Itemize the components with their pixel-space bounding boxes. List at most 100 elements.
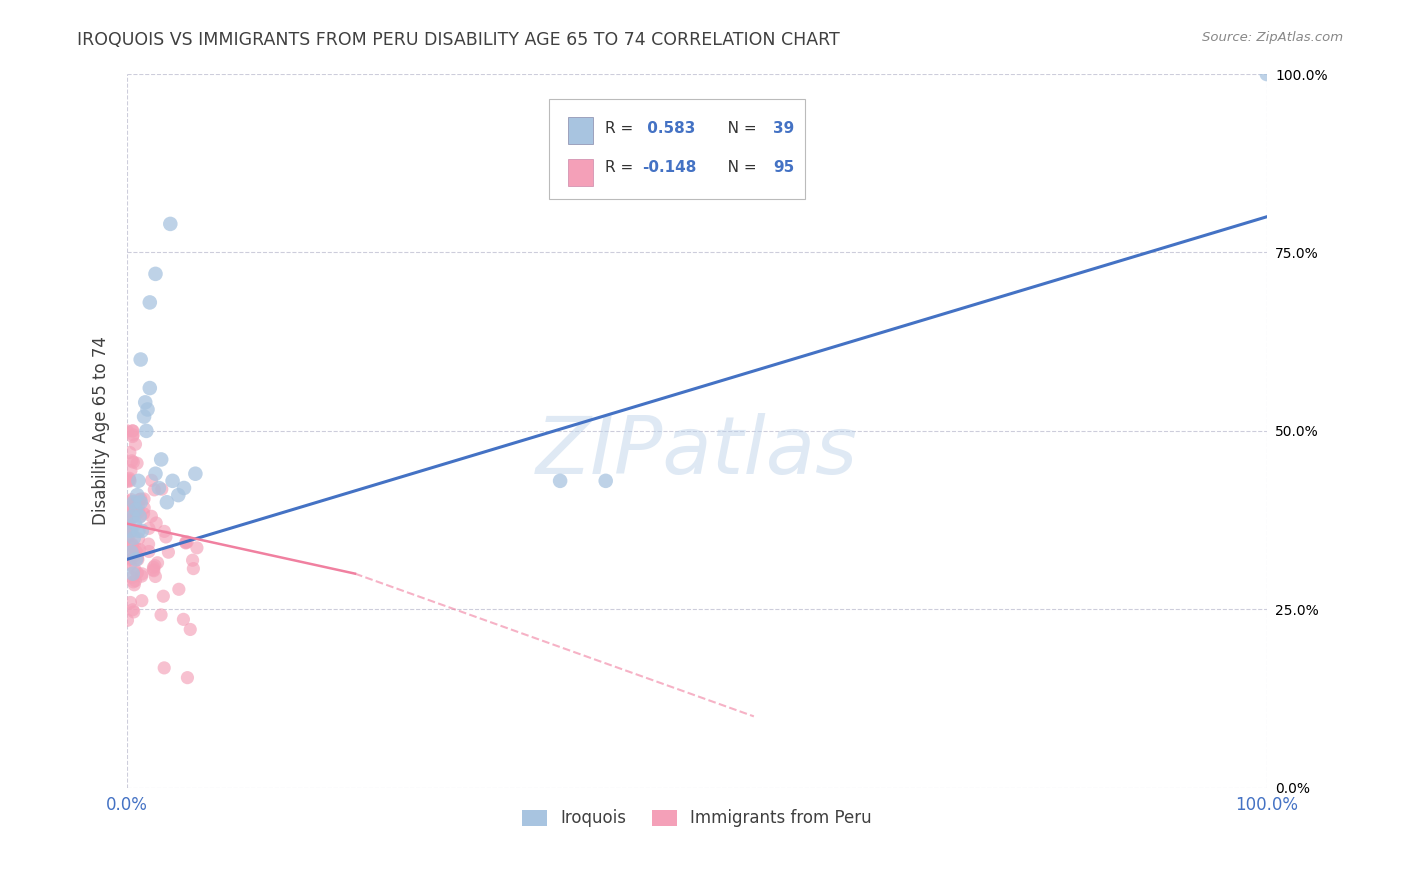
Point — [122, 531, 145, 545]
Point — [122, 428, 145, 442]
Point — [124, 501, 146, 516]
Point — [129, 352, 152, 367]
Point — [129, 495, 152, 509]
Point — [129, 491, 152, 506]
Point — [153, 524, 176, 539]
Point — [127, 499, 149, 513]
Text: N =: N = — [713, 160, 761, 175]
Point — [127, 550, 149, 565]
Point — [121, 524, 143, 538]
Point — [121, 538, 143, 552]
Point — [184, 467, 207, 481]
Point — [118, 515, 141, 529]
Point — [145, 516, 167, 530]
Point — [141, 473, 163, 487]
Point — [122, 549, 145, 564]
Point — [128, 492, 150, 507]
Text: -0.148: -0.148 — [643, 160, 696, 175]
Point — [125, 552, 148, 566]
Point — [146, 556, 169, 570]
Point — [117, 553, 139, 567]
Point — [167, 582, 190, 597]
Point — [121, 509, 143, 524]
Point — [145, 267, 167, 281]
Point — [143, 558, 166, 573]
Point — [118, 494, 141, 508]
Point — [162, 474, 184, 488]
Point — [138, 537, 160, 551]
Point — [1256, 67, 1278, 81]
Point — [148, 481, 170, 495]
Point — [121, 538, 143, 552]
Point — [124, 437, 146, 451]
Point — [135, 424, 157, 438]
Point — [117, 529, 139, 543]
Point — [136, 402, 159, 417]
Point — [122, 545, 145, 559]
Point — [122, 495, 145, 509]
Point — [131, 569, 153, 583]
Point — [120, 474, 142, 488]
Text: Source: ZipAtlas.com: Source: ZipAtlas.com — [1202, 31, 1343, 45]
FancyBboxPatch shape — [568, 117, 593, 145]
Point — [142, 564, 165, 578]
Point — [124, 562, 146, 576]
Point — [176, 535, 198, 549]
Point — [143, 483, 166, 497]
Point — [181, 553, 204, 567]
Point — [127, 524, 149, 538]
Point — [118, 473, 141, 487]
Point — [127, 488, 149, 502]
Point — [173, 481, 195, 495]
Point — [145, 569, 167, 583]
Point — [128, 532, 150, 546]
Point — [117, 613, 139, 627]
Point — [183, 561, 205, 575]
Point — [176, 671, 198, 685]
Point — [120, 492, 142, 507]
Point — [157, 545, 180, 559]
Point — [117, 424, 139, 438]
Point — [121, 603, 143, 617]
Point — [128, 542, 150, 557]
Point — [121, 429, 143, 443]
Point — [121, 570, 143, 584]
Point — [127, 552, 149, 566]
Point — [132, 491, 155, 506]
Point — [139, 295, 162, 310]
Point — [121, 454, 143, 468]
Point — [131, 593, 153, 607]
Point — [120, 524, 142, 538]
Point — [120, 558, 142, 572]
Point — [155, 530, 177, 544]
Text: 0.583: 0.583 — [643, 121, 696, 136]
Point — [142, 560, 165, 574]
Point — [122, 497, 145, 511]
Point — [120, 551, 142, 566]
Point — [150, 452, 173, 467]
Point — [132, 409, 155, 424]
Point — [124, 516, 146, 531]
Point — [122, 578, 145, 592]
Point — [152, 589, 174, 603]
Point — [179, 623, 201, 637]
Point — [595, 474, 617, 488]
Point — [120, 595, 142, 609]
Point — [117, 518, 139, 533]
Text: R =: R = — [605, 160, 638, 175]
Point — [120, 463, 142, 477]
Legend: Iroquois, Immigrants from Peru: Iroquois, Immigrants from Peru — [516, 803, 879, 834]
Point — [139, 381, 162, 395]
Text: 95: 95 — [773, 160, 794, 175]
Point — [118, 530, 141, 544]
Point — [120, 539, 142, 553]
Point — [125, 502, 148, 516]
Point — [150, 607, 173, 622]
Point — [117, 506, 139, 520]
Point — [131, 524, 153, 538]
Point — [121, 424, 143, 438]
Point — [127, 474, 149, 488]
Text: 39: 39 — [773, 121, 794, 136]
Point — [129, 509, 152, 524]
Point — [172, 612, 194, 626]
